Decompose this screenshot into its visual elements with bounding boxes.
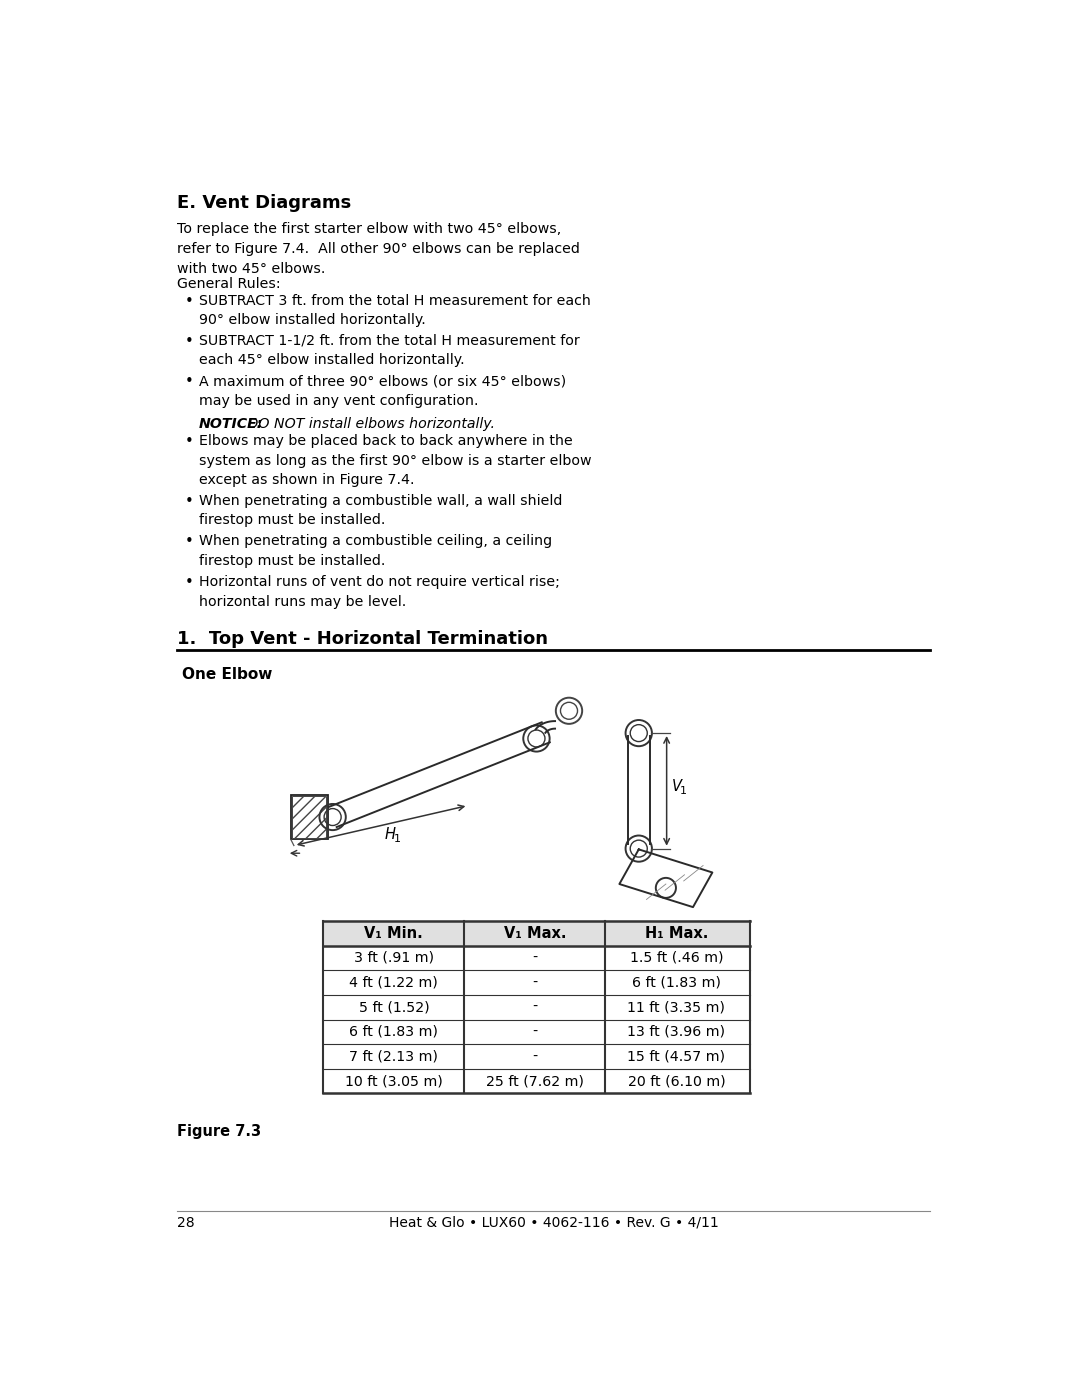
Text: •: • [185,293,193,309]
Text: When penetrating a combustible ceiling, a ceiling
firestop must be installed.: When penetrating a combustible ceiling, … [199,535,552,567]
Text: 28: 28 [177,1215,194,1229]
Text: 7 ft (2.13 m): 7 ft (2.13 m) [350,1049,438,1063]
Text: V₁ Max.: V₁ Max. [503,926,566,940]
Text: 1.  Top Vent - Horizontal Termination: 1. Top Vent - Horizontal Termination [177,630,548,648]
Bar [291,795,328,840]
Text: Heat & Glo • LUX60 • 4062-116 • Rev. G • 4/11: Heat & Glo • LUX60 • 4062-116 • Rev. G •… [389,1215,718,1229]
Text: 13 ft (3.96 m): 13 ft (3.96 m) [627,1025,726,1039]
Text: 1: 1 [393,834,401,844]
Text: -: - [532,1025,538,1039]
Text: 6 ft (1.83 m): 6 ft (1.83 m) [350,1025,438,1039]
Text: 1.5 ft (.46 m): 1.5 ft (.46 m) [630,951,724,965]
Text: •: • [185,493,193,509]
Text: H₁ Max.: H₁ Max. [645,926,708,940]
Text: V: V [672,778,683,793]
Text: General Rules:: General Rules: [177,277,281,291]
Text: SUBTRACT 3 ft. from the total H measurement for each
90° elbow installed horizon: SUBTRACT 3 ft. from the total H measurem… [199,293,591,327]
Text: Horizontal runs of vent do not require vertical rise;
horizontal runs may be lev: Horizontal runs of vent do not require v… [199,576,559,609]
Text: A maximum of three 90° elbows (or six 45° elbows)
may be used in any vent config: A maximum of three 90° elbows (or six 45… [199,374,566,408]
Text: 1: 1 [679,787,687,796]
Text: 11 ft (3.35 m): 11 ft (3.35 m) [627,1000,726,1014]
Text: 4 ft (1.22 m): 4 ft (1.22 m) [350,975,438,989]
Text: 10 ft (3.05 m): 10 ft (3.05 m) [345,1074,443,1088]
Text: •: • [185,535,193,549]
Text: Figure 7.3: Figure 7.3 [177,1125,261,1140]
Text: E. Vent Diagrams: E. Vent Diagrams [177,194,351,212]
Text: -: - [532,1000,538,1014]
Text: Elbows may be placed back to back anywhere in the
system as long as the first 90: Elbows may be placed back to back anywhe… [199,434,591,488]
Text: 20 ft (6.10 m): 20 ft (6.10 m) [627,1074,725,1088]
Text: NOTICE:: NOTICE: [199,418,262,432]
Text: To replace the first starter elbow with two 45° elbows,
refer to Figure 7.4.  Al: To replace the first starter elbow with … [177,222,580,275]
Text: •: • [185,434,193,450]
Text: -: - [532,975,538,989]
Bar [323,921,750,946]
Text: DO NOT install elbows horizontally.: DO NOT install elbows horizontally. [243,418,495,432]
Text: H: H [384,827,396,842]
Text: -: - [532,1049,538,1063]
Text: 15 ft (4.57 m): 15 ft (4.57 m) [627,1049,726,1063]
Text: 25 ft (7.62 m): 25 ft (7.62 m) [486,1074,584,1088]
Text: One Elbow: One Elbow [181,666,272,682]
Text: When penetrating a combustible wall, a wall shield
firestop must be installed.: When penetrating a combustible wall, a w… [199,493,562,527]
Text: 5 ft (1.52): 5 ft (1.52) [359,1000,429,1014]
Text: V₁ Min.: V₁ Min. [364,926,423,940]
Bar [293,796,326,838]
Text: •: • [185,334,193,349]
Text: 6 ft (1.83 m): 6 ft (1.83 m) [632,975,720,989]
Text: -: - [532,951,538,965]
Text: 3 ft (.91 m): 3 ft (.91 m) [354,951,434,965]
Text: •: • [185,576,193,590]
Text: •: • [185,374,193,390]
Text: SUBTRACT 1-1/2 ft. from the total H measurement for
each 45° elbow installed hor: SUBTRACT 1-1/2 ft. from the total H meas… [199,334,579,367]
